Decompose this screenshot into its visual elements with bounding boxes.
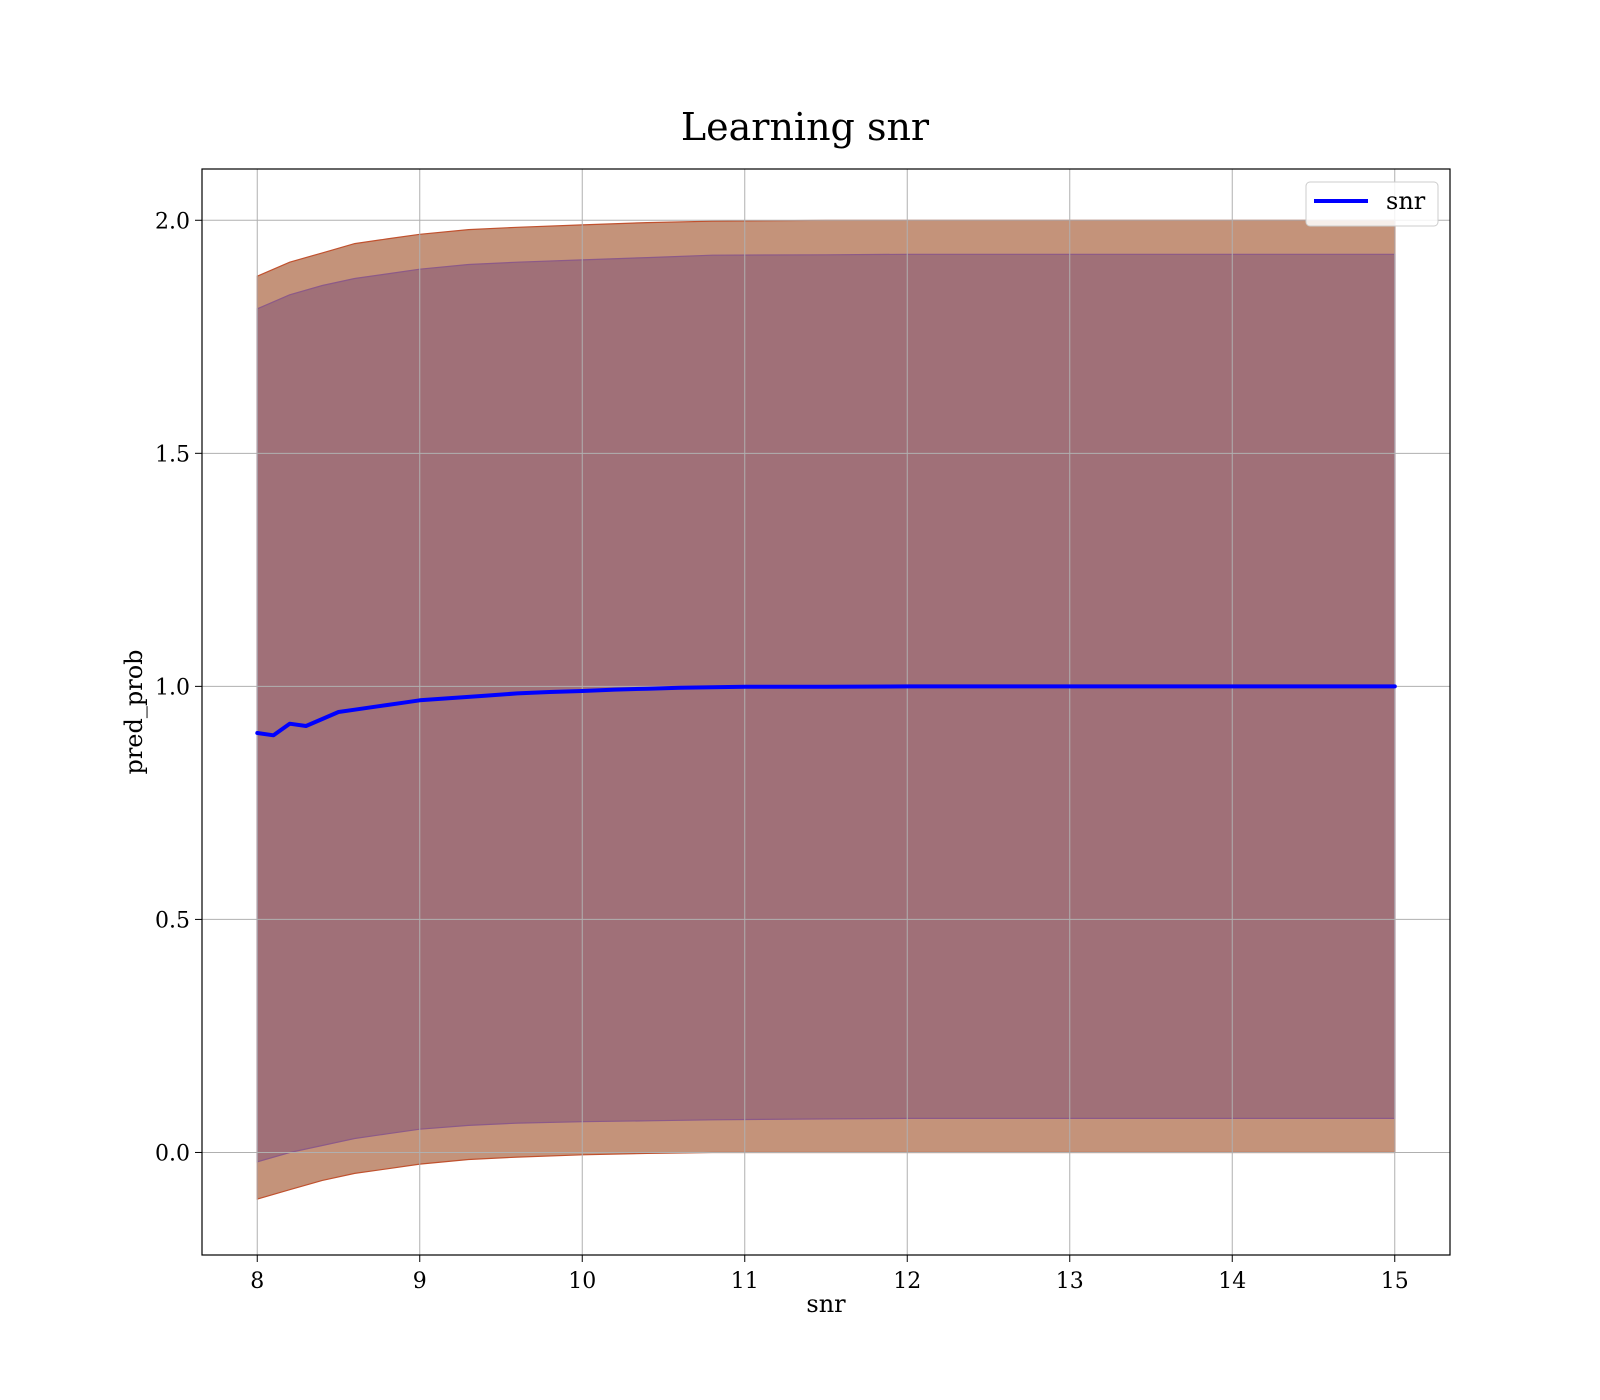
y-tick-label: 0.5 — [155, 908, 190, 933]
plot-frame — [201, 168, 1451, 1256]
x-ticks: 8 9 10 11 12 13 14 15 — [250, 1255, 1409, 1294]
legend-label: snr — [1386, 187, 1426, 215]
band-inner — [256, 253, 1396, 1163]
x-tick-label: 12 — [893, 1269, 921, 1294]
legend-box — [1305, 181, 1439, 227]
y-tick-label: 1.5 — [155, 442, 190, 467]
x-tick-label: 9 — [413, 1269, 427, 1294]
x-tick-label: 14 — [1218, 1269, 1246, 1294]
chart-title: Learning snr — [681, 105, 930, 149]
x-axis-label: snr — [806, 1290, 846, 1318]
x-tick-label: 11 — [731, 1269, 759, 1294]
y-ticks: 0.0 0.5 1.0 1.5 2.0 — [155, 209, 202, 1166]
y-tick-label: 2.0 — [155, 209, 190, 234]
x-tick-label: 8 — [250, 1269, 264, 1294]
series-line-snr — [255, 684, 1397, 738]
legend: snr — [1305, 181, 1439, 227]
y-tick-label: 1.0 — [155, 675, 190, 700]
y-tick-label: 0.0 — [155, 1141, 190, 1166]
bands — [256, 219, 1396, 1200]
x-tick-label: 15 — [1381, 1269, 1409, 1294]
series-lines — [255, 684, 1397, 738]
x-tick-label: 13 — [1056, 1269, 1084, 1294]
y-axis-label: pred_prob — [120, 649, 148, 774]
x-tick-label: 10 — [568, 1269, 596, 1294]
